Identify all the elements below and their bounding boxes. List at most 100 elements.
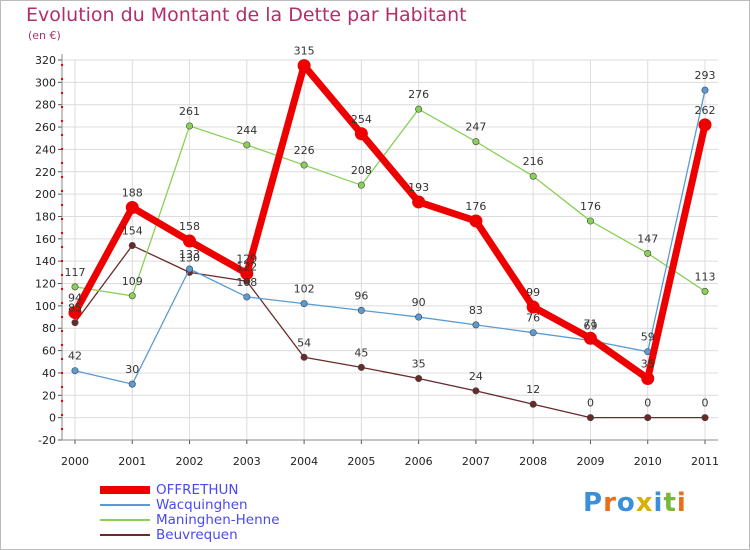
data-label-maninghen-henne: 247 (465, 121, 486, 134)
point-maninghen-henne (300, 161, 308, 169)
point-offrethun (469, 214, 483, 228)
legend-swatch (100, 504, 150, 506)
data-label-maninghen-henne: 261 (179, 105, 200, 118)
data-label-wacquinghen: 83 (469, 304, 483, 317)
legend-label: Maninghen-Henne (156, 512, 280, 528)
series-line-maninghen-henne (74, 108, 706, 297)
point-beuvrequen (472, 387, 480, 395)
x-tick-label: 2006 (405, 455, 433, 468)
chart-title: Evolution du Montant de la Dette par Hab… (26, 4, 467, 26)
point-offrethun (125, 201, 139, 215)
point-wacquinghen (300, 300, 308, 308)
point-offrethun (641, 372, 655, 386)
data-label-offrethun: 99 (526, 286, 540, 299)
point-maninghen-henne (644, 249, 652, 257)
data-label-wacquinghen: 96 (354, 289, 368, 302)
legend-label: OFFRETHUN (156, 482, 239, 498)
line-chart: -200204060801001201401601802002202402602… (35, 45, 719, 468)
point-maninghen-henne (71, 283, 79, 291)
y-tick-label: 320 (35, 54, 56, 67)
data-label-beuvrequen: 0 (644, 397, 651, 410)
data-label-wacquinghen: 90 (412, 296, 426, 309)
x-tick-label: 2010 (634, 455, 662, 468)
data-label-wacquinghen: 293 (695, 69, 716, 82)
data-label-offrethun: 71 (583, 317, 597, 330)
logo-letter: P (583, 488, 604, 518)
point-maninghen-henne (701, 287, 709, 295)
point-offrethun (183, 234, 197, 248)
series-line-wacquinghen (74, 90, 706, 385)
point-beuvrequen (529, 400, 537, 408)
point-beuvrequen (415, 375, 423, 383)
point-maninghen-henne (472, 138, 480, 146)
data-label-beuvrequen: 154 (122, 225, 143, 238)
data-label-beuvrequen: 0 (702, 397, 709, 410)
data-label-offrethun: 254 (351, 113, 372, 126)
series-line-offrethun (71, 62, 709, 383)
data-label-beuvrequen: 0 (587, 397, 594, 410)
data-label-beuvrequen: 54 (297, 336, 311, 349)
x-axis-ticks: 2000 2001 2002 2003 2004 2005 2006 2007 2008 2009… (61, 455, 719, 468)
data-label-maninghen-henne: 117 (65, 266, 86, 279)
y-tick-label: 260 (35, 121, 56, 134)
data-label-beuvrequen: 12 (526, 383, 540, 396)
data-label-wacquinghen: 76 (526, 312, 540, 325)
y-tick-label: 0 (49, 412, 56, 425)
x-tick-label: 2004 (290, 455, 318, 468)
point-wacquinghen (415, 313, 423, 321)
data-label-wacquinghen: 42 (68, 350, 82, 363)
point-beuvrequen (644, 414, 652, 422)
data-label-offrethun: 262 (695, 104, 716, 117)
point-beuvrequen (300, 353, 308, 361)
y-tick-label: 80 (42, 322, 56, 335)
grid-lines (62, 59, 718, 441)
logo-letter: o (616, 488, 636, 518)
data-label-maninghen-henne: 226 (294, 144, 315, 157)
data-label-offrethun: 193 (408, 181, 429, 194)
legend-label: Wacquinghen (156, 497, 248, 513)
data-label-maninghen-henne: 216 (523, 155, 544, 168)
x-tick-label: 2002 (176, 455, 204, 468)
point-maninghen-henne (357, 181, 365, 189)
logo-letter: x (635, 488, 654, 518)
x-tick-label: 2007 (462, 455, 490, 468)
data-label-beuvrequen: 85 (68, 302, 82, 315)
point-offrethun (240, 266, 254, 280)
point-wacquinghen (128, 380, 136, 388)
x-tick-label: 2008 (519, 455, 547, 468)
y-tick-label: 40 (42, 367, 56, 380)
data-label-beuvrequen: 122 (236, 260, 257, 273)
legend-swatch (100, 486, 150, 494)
data-label-beuvrequen: 45 (354, 346, 368, 359)
logo-letter: t (663, 488, 677, 518)
point-wacquinghen (186, 265, 194, 273)
data-label-wacquinghen: 133 (179, 248, 200, 261)
point-offrethun (698, 118, 712, 132)
data-label-wacquinghen: 108 (236, 276, 257, 289)
data-label-offrethun: 158 (179, 220, 200, 233)
data-label-beuvrequen: 35 (412, 358, 426, 371)
point-offrethun (297, 59, 311, 73)
data-label-wacquinghen: 102 (294, 283, 315, 296)
x-tick-label: 2011 (691, 455, 719, 468)
y-tick-label: 160 (35, 233, 56, 246)
point-maninghen-henne (529, 172, 537, 180)
y-tick-label: 300 (35, 76, 56, 89)
point-maninghen-henne (586, 217, 594, 225)
data-label-maninghen-henne: 208 (351, 164, 372, 177)
logo-letter: i (653, 488, 664, 518)
point-maninghen-henne (128, 292, 136, 300)
y-tick-label: 100 (35, 300, 56, 313)
y-tick-label: 220 (35, 166, 56, 179)
point-offrethun (68, 306, 82, 320)
y-tick-label: -20 (38, 434, 56, 447)
data-label-offrethun: 94 (68, 292, 82, 305)
data-labels: 85 154 130 122 54 45 35 24 12 0 0 0 117 109 261 244 226 2… (65, 45, 716, 410)
data-label-wacquinghen: 69 (583, 320, 597, 333)
data-label-maninghen-henne: 176 (580, 200, 601, 213)
y-tick-label: 280 (35, 99, 56, 112)
unit-label: (en €) (28, 29, 61, 42)
y-tick-label: 140 (35, 255, 56, 268)
y-tick-label: 200 (35, 188, 56, 201)
point-wacquinghen (472, 321, 480, 329)
